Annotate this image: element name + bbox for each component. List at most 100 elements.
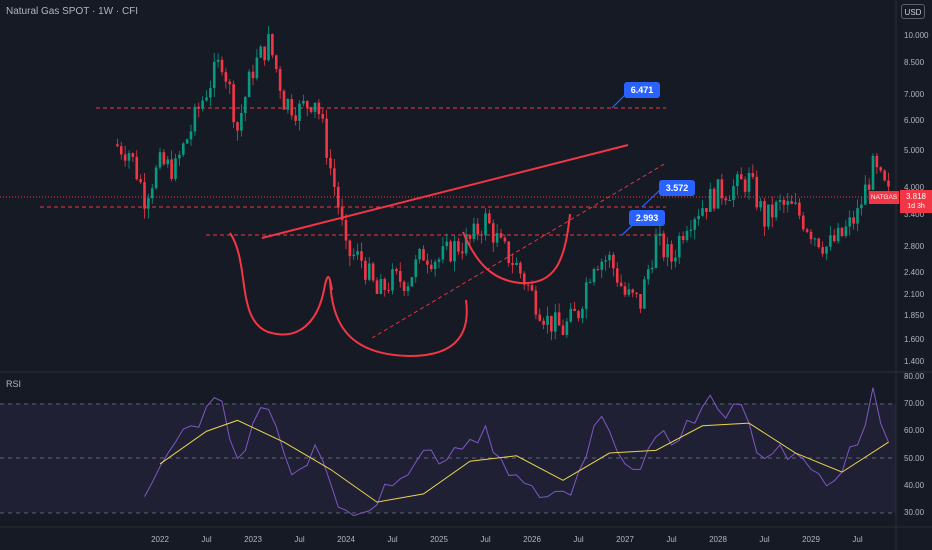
candle-body: [131, 153, 135, 157]
rsi-indicator-label[interactable]: RSI: [6, 379, 22, 389]
candle-body: [348, 240, 352, 257]
candle-body: [150, 188, 154, 199]
candle-body: [139, 179, 142, 183]
candle-body: [832, 235, 836, 242]
neckline-trendline[interactable]: [261, 144, 629, 239]
symbol-title[interactable]: Natural Gas SPOT · 1W · CFI: [6, 6, 139, 17]
candle-body: [414, 259, 418, 278]
candle-body: [189, 131, 193, 140]
candle-body: [677, 235, 681, 258]
candle-body: [708, 189, 712, 212]
candle-body: [627, 289, 631, 295]
candle-body: [724, 198, 728, 201]
candle-body: [701, 208, 704, 216]
candle-body: [406, 286, 410, 292]
candle-body: [294, 115, 297, 121]
candle-body: [805, 229, 809, 232]
price-tick-label: 2.100: [904, 289, 925, 299]
candle-body: [631, 289, 635, 293]
rsi-tick-label: 40.00: [904, 480, 925, 490]
candle-body: [216, 59, 220, 62]
candle-body: [344, 219, 348, 241]
time-tick-label: Jul: [201, 535, 212, 544]
candle-body: [220, 59, 224, 73]
time-tick-label: Jul: [666, 535, 677, 544]
candle-body: [553, 312, 557, 332]
candle-body: [170, 159, 173, 179]
candle-body: [770, 204, 774, 218]
callout-6471[interactable]: 6.471: [624, 82, 660, 98]
candle-body: [662, 233, 666, 258]
candle-body: [367, 263, 371, 280]
candle-body: [476, 223, 480, 235]
candle-body: [468, 235, 472, 239]
candle-body: [774, 202, 778, 218]
candle-body: [352, 254, 356, 257]
candle-body: [519, 262, 522, 274]
candle-body: [449, 241, 452, 262]
candle-body: [674, 257, 677, 262]
candle-body: [604, 260, 607, 262]
candle-body: [871, 155, 875, 190]
candle-body: [705, 208, 708, 212]
candle-body: [736, 174, 739, 187]
candle-body: [829, 235, 832, 247]
candle-body: [623, 286, 627, 295]
candle-body: [511, 263, 514, 265]
candle-body: [654, 235, 658, 268]
candle-body: [615, 268, 619, 283]
candle-body: [550, 315, 553, 332]
candle-body: [546, 315, 549, 325]
candle-body: [565, 321, 569, 335]
callout-3572[interactable]: 3.572: [659, 180, 695, 196]
candle-body: [162, 152, 166, 165]
candle-body: [356, 251, 359, 255]
support-trendline[interactable]: [371, 162, 667, 339]
candle-body: [821, 247, 824, 254]
candle-body: [364, 260, 367, 280]
candle-body: [433, 261, 437, 270]
candle-body: [178, 154, 181, 159]
candle-body: [398, 271, 402, 282]
right-shoulder-curve[interactable]: [462, 213, 571, 285]
candle-body: [782, 199, 786, 205]
candle-body: [720, 179, 724, 199]
candle-body: [697, 215, 700, 220]
head-curve[interactable]: [329, 279, 468, 358]
time-tick-label: 2028: [709, 535, 727, 544]
candle-body: [557, 312, 561, 326]
candle-body: [147, 198, 150, 209]
candle-body: [278, 69, 282, 91]
candle-body: [437, 259, 441, 262]
candle-body: [457, 241, 460, 252]
last-price-badge: 3.818 1d 3h: [900, 190, 932, 213]
currency-button[interactable]: USD: [901, 4, 925, 19]
last-price-value: 3.818: [905, 192, 927, 201]
candle-body: [116, 144, 119, 147]
candle-body: [298, 103, 301, 121]
left-shoulder-curve[interactable]: [229, 232, 333, 336]
candle-body: [728, 200, 731, 202]
candle-body: [232, 84, 235, 123]
candle-body: [588, 282, 592, 284]
candle-body: [813, 238, 817, 240]
candle-body: [646, 269, 650, 280]
candle-body: [185, 139, 189, 144]
candle-body: [267, 34, 270, 61]
time-tick-label: 2027: [616, 535, 634, 544]
candle-body: [387, 289, 390, 291]
candle-body: [402, 281, 406, 292]
candle-body: [635, 292, 638, 295]
candle-body: [212, 61, 216, 89]
candle-body: [197, 106, 201, 109]
candle-body: [790, 201, 793, 204]
candle-body: [286, 98, 290, 110]
bar-countdown: 1d 3h: [907, 203, 925, 210]
candle-body: [166, 159, 170, 165]
candle-body: [619, 282, 623, 287]
rsi-line: [144, 387, 889, 517]
callout-2993[interactable]: 2.993: [629, 210, 665, 226]
candles-group: [116, 25, 890, 341]
candle-body: [429, 264, 433, 270]
